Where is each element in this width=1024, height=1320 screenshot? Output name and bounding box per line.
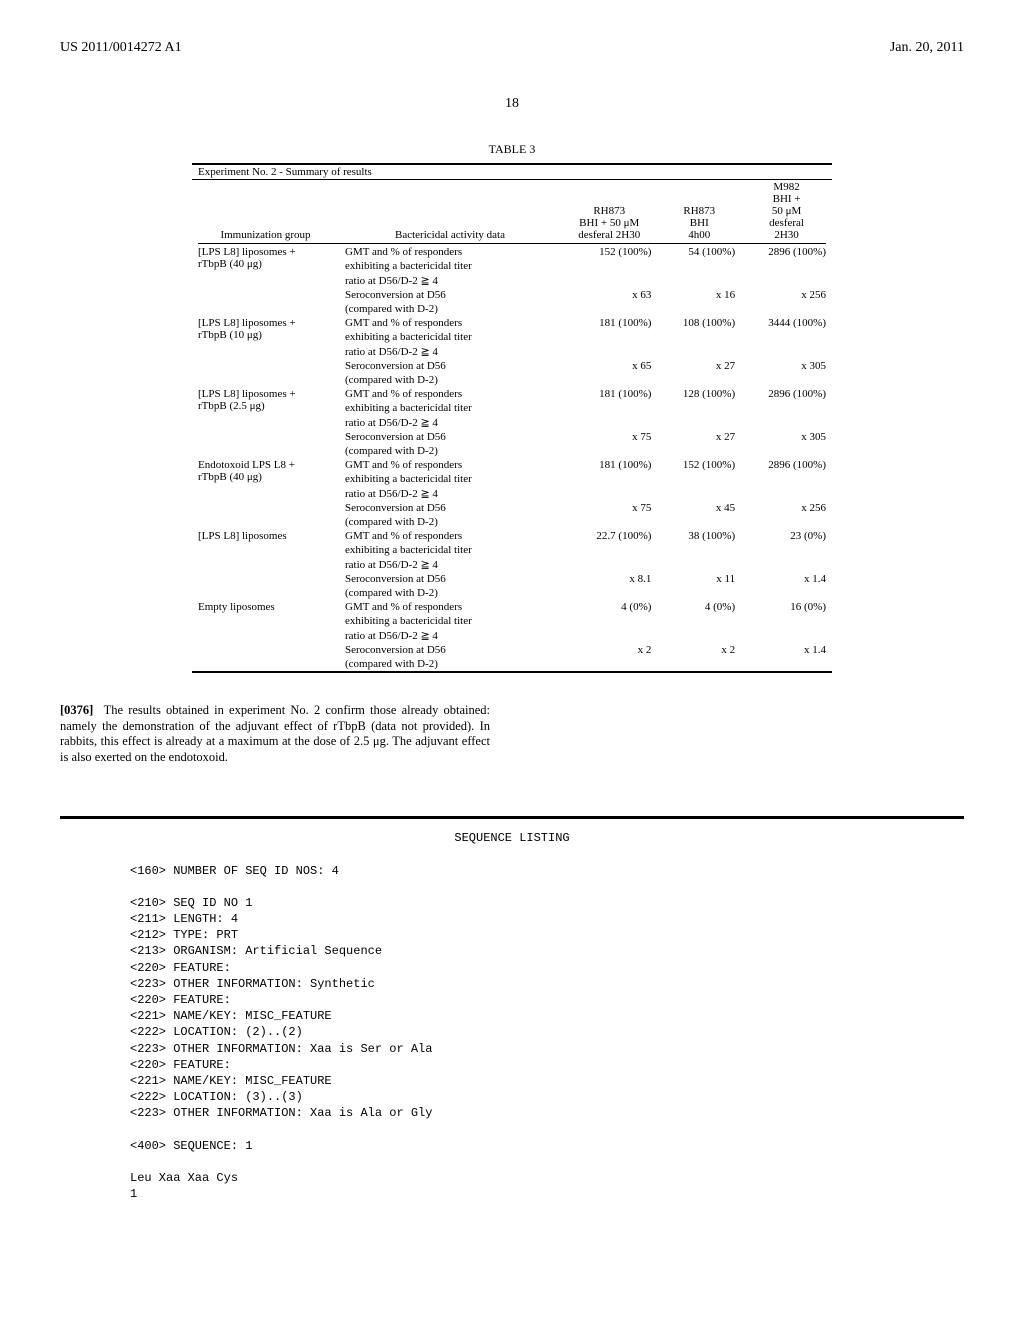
- patent-number: US 2011/0014272 A1: [60, 40, 182, 56]
- sequence-listing-title: SEQUENCE LISTING: [60, 831, 964, 845]
- table-label: TABLE 3: [192, 142, 832, 157]
- table-row: [LPS L8] liposomes +rTbpB (10 μg)GMT and…: [192, 316, 832, 330]
- sequence-divider: [60, 816, 964, 819]
- table-row: [LPS L8] liposomes +rTbpB (2.5 μg)GMT an…: [192, 387, 832, 401]
- paragraph-number: [0376]: [60, 703, 93, 717]
- paragraph-text: The results obtained in experiment No. 2…: [60, 703, 490, 764]
- publication-date: Jan. 20, 2011: [890, 40, 964, 56]
- table-row: [LPS L8] liposomes +rTbpB (40 μg)GMT and…: [192, 245, 832, 259]
- col-header-activity: Bactericidal activity data: [339, 180, 561, 243]
- page-header: US 2011/0014272 A1 Jan. 20, 2011: [60, 40, 964, 56]
- page-number: 18: [60, 96, 964, 112]
- table-3: TABLE 3 Experiment No. 2 - Summary of re…: [192, 142, 832, 673]
- sequence-listing: <160> NUMBER OF SEQ ID NOS: 4 <210> SEQ …: [130, 863, 964, 1203]
- col-header-c4: M982 BHI + 50 μM desferal 2H30: [741, 180, 832, 243]
- table-caption: Experiment No. 2 - Summary of results: [192, 165, 832, 180]
- results-table: Experiment No. 2 - Summary of results Im…: [192, 165, 832, 671]
- table-row: [LPS L8] liposomesGMT and % of responder…: [192, 529, 832, 543]
- table-row: Endotoxoid LPS L8 +rTbpB (40 μg)GMT and …: [192, 458, 832, 472]
- col-header-group: Immunization group: [192, 180, 339, 243]
- table-row: Empty liposomesGMT and % of responders4 …: [192, 600, 832, 614]
- col-header-c2: RH873 BHI + 50 μM desferal 2H30: [561, 180, 657, 243]
- col-header-c3: RH873 BHI 4h00: [657, 180, 741, 243]
- paragraph-0376: [0376] The results obtained in experimen…: [60, 703, 490, 766]
